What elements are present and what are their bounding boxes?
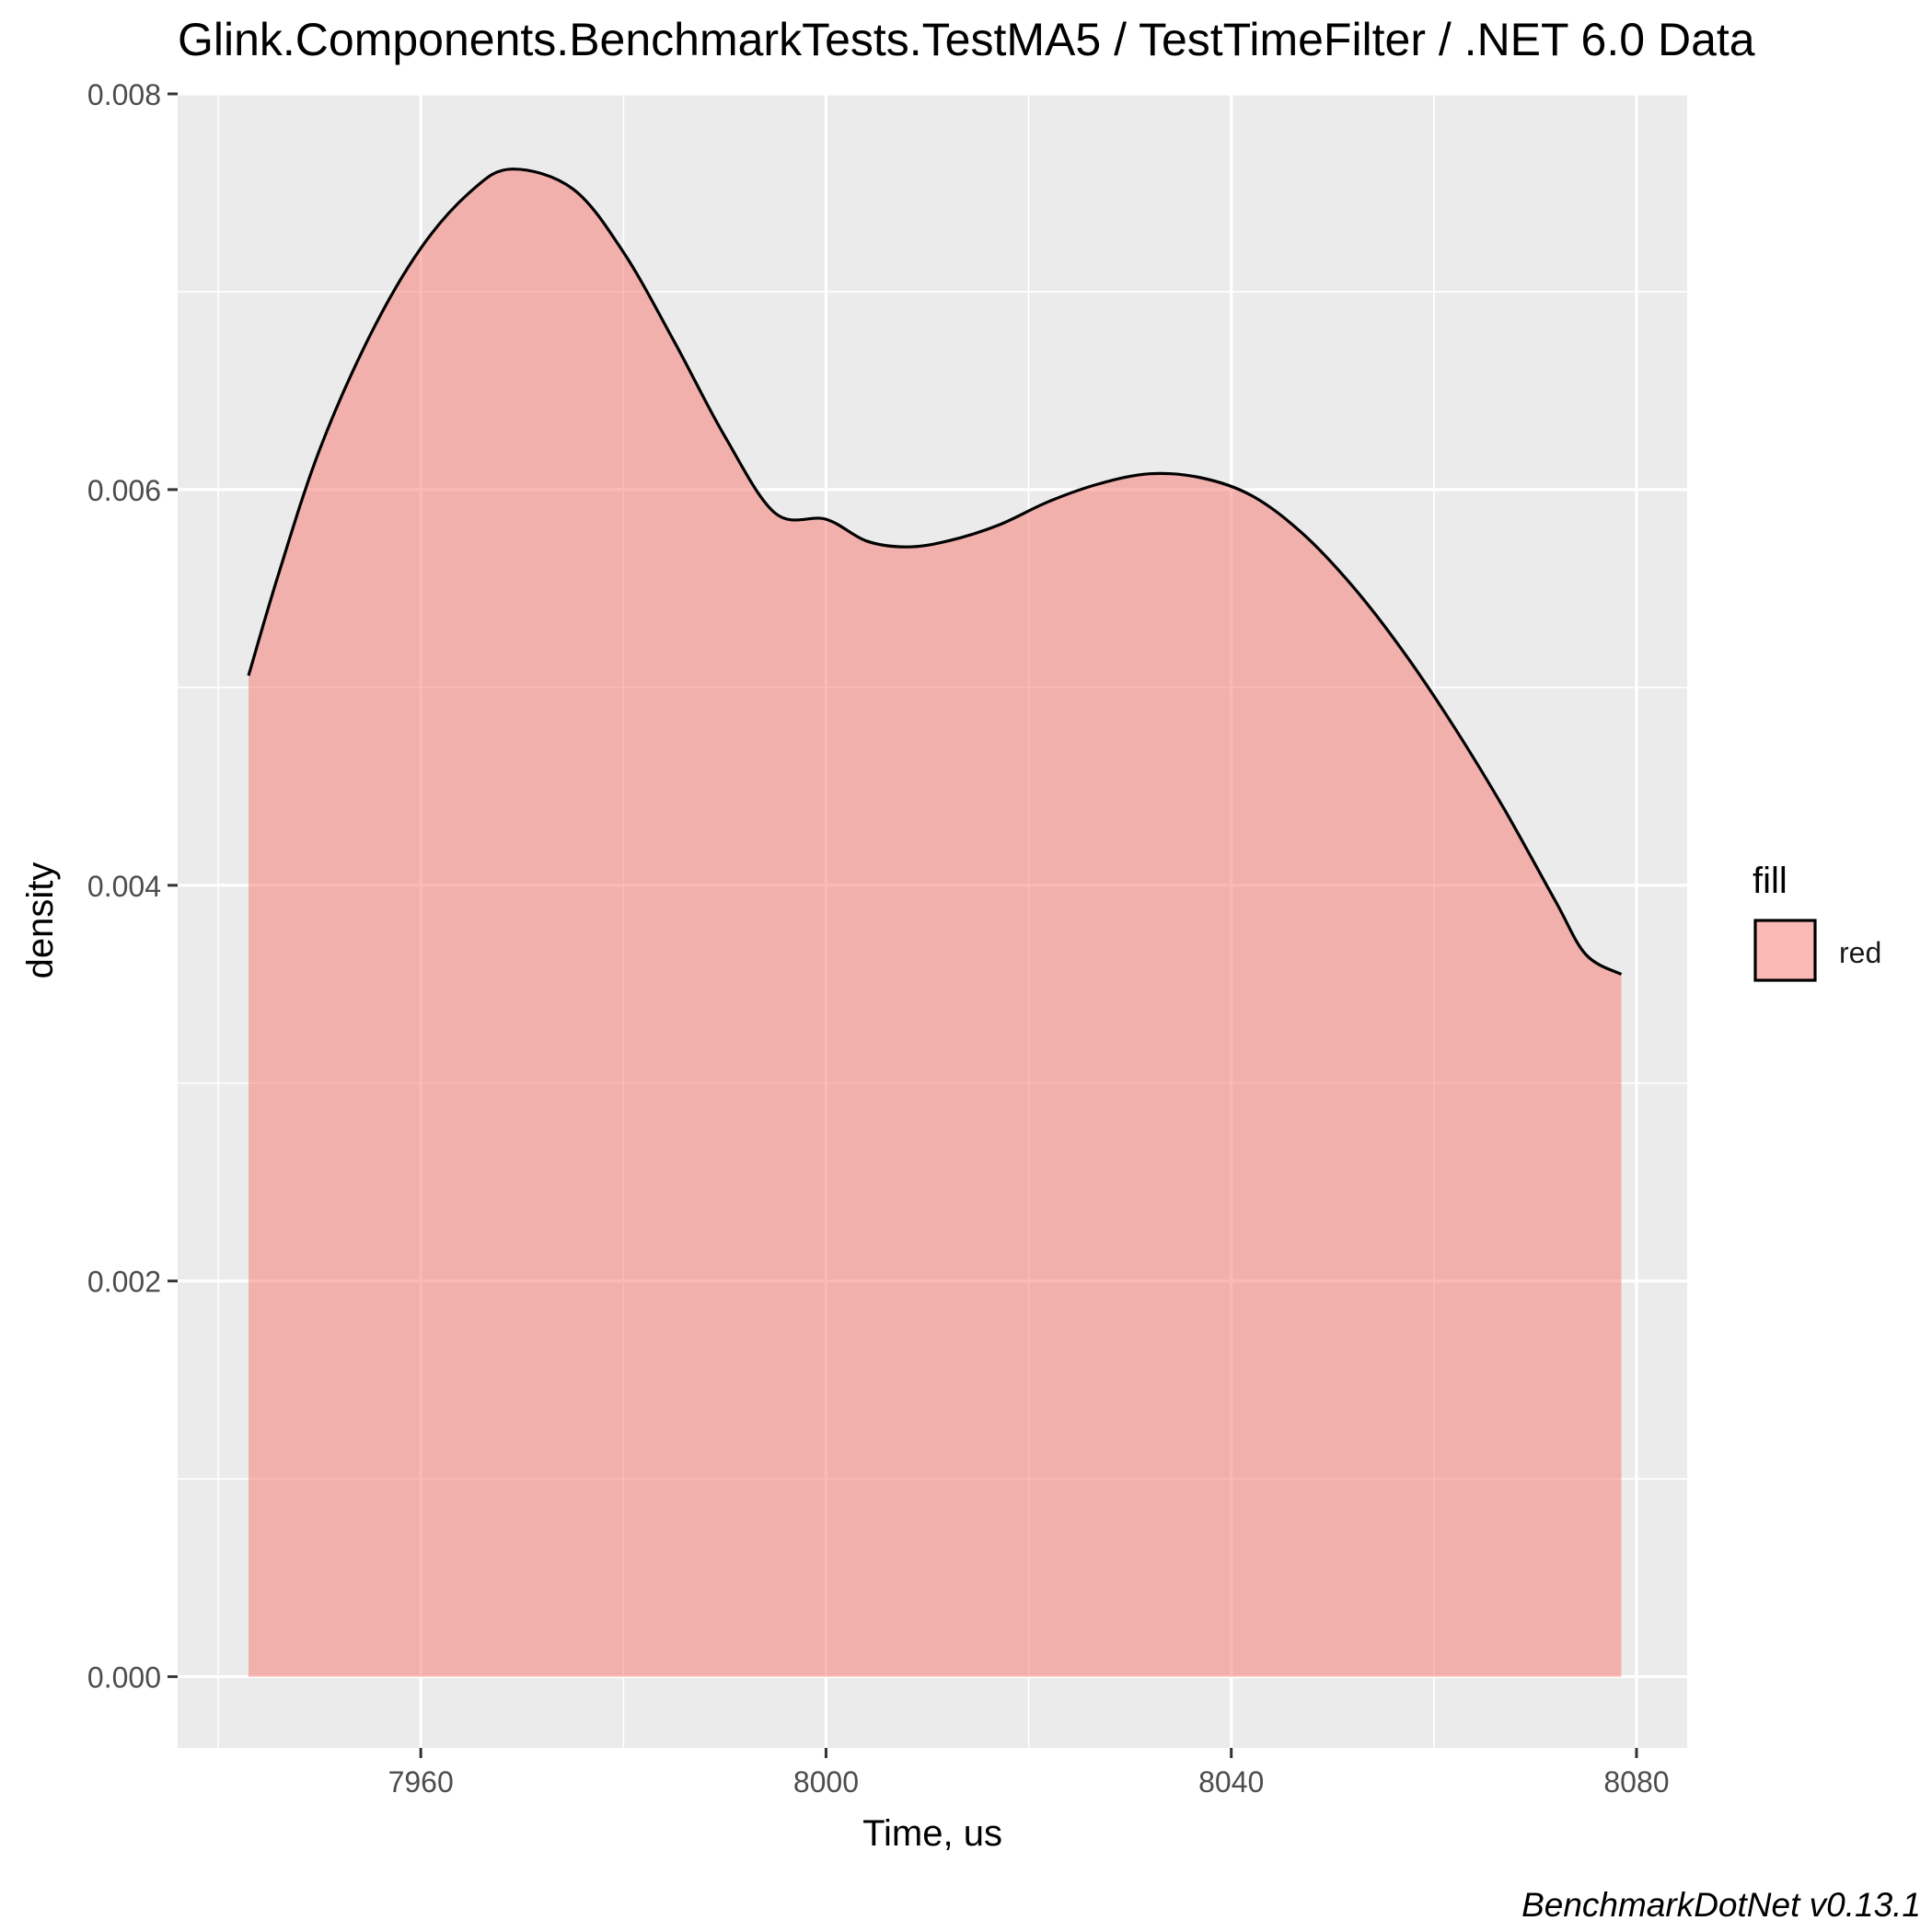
x-tick-label: 8000 [793, 1765, 859, 1799]
x-tick-label: 8080 [1603, 1765, 1669, 1799]
y-axis: 0.000 0.002 0.004 0.006 0.008 [87, 78, 178, 1695]
x-tick-label: 7960 [388, 1765, 454, 1799]
legend-label-red: red [1839, 936, 1881, 969]
y-tick-label: 0.006 [87, 474, 161, 507]
chart-title: Glink.Components.BenchmarkTests.TestMA5 … [178, 14, 1755, 65]
legend-title: fill [1753, 861, 1787, 901]
x-tick-label: 8040 [1198, 1765, 1264, 1799]
y-tick-label: 0.004 [87, 870, 161, 903]
caption: BenchmarkDotNet v0.13.1 [1521, 1886, 1921, 1924]
y-tick-label: 0.000 [87, 1661, 161, 1695]
legend-key-red [1753, 919, 1817, 982]
density-line [247, 168, 1623, 976]
legend: fill red [1753, 861, 1881, 982]
x-axis: 7960 8000 8040 8080 [388, 1748, 1670, 1799]
y-tick-label: 0.002 [87, 1266, 161, 1299]
y-axis-label: density [20, 862, 61, 979]
x-axis-label: Time, us [862, 1813, 1002, 1854]
y-tick-label: 0.008 [87, 78, 161, 111]
density-area [249, 168, 1622, 1677]
